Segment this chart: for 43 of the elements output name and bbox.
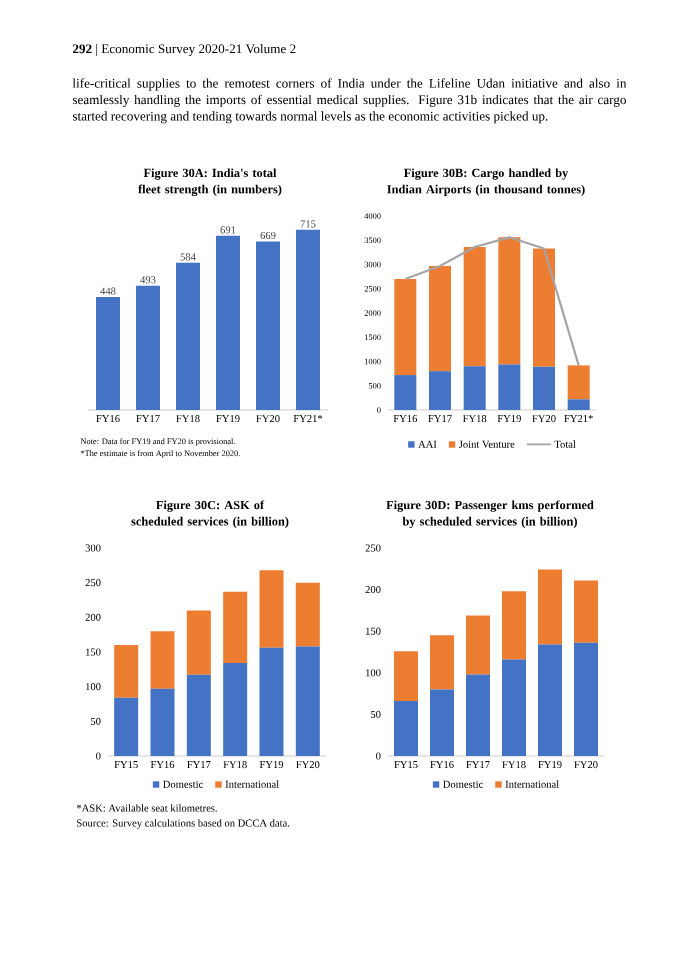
line-series: [404, 236, 580, 367]
bar: [259, 570, 284, 648]
bar: [96, 297, 120, 410]
bar: [394, 279, 417, 376]
bar: [256, 241, 280, 410]
bar: [223, 663, 248, 756]
bar: [150, 631, 175, 689]
bar: [430, 689, 454, 756]
bar: [186, 674, 211, 756]
bar: [394, 701, 419, 756]
bar: [223, 591, 248, 664]
bar: [538, 569, 562, 645]
bar: [259, 647, 284, 756]
bar: [567, 399, 590, 410]
bar: [466, 615, 490, 675]
bar: [150, 688, 175, 756]
bar: [114, 697, 139, 756]
bar: [533, 248, 555, 367]
bar: [186, 610, 211, 675]
bar: [466, 674, 490, 756]
bar: [176, 262, 200, 410]
bar: [574, 580, 598, 643]
bar: [498, 237, 521, 365]
bar: [538, 644, 562, 756]
bar: [295, 646, 320, 756]
bar: [394, 651, 419, 702]
bar: [394, 375, 417, 410]
bar: [296, 229, 320, 410]
bar: [430, 635, 454, 690]
bar: [574, 642, 598, 756]
bar: [502, 659, 526, 756]
bar: [463, 366, 486, 410]
bar: [498, 364, 521, 410]
bar: [295, 582, 320, 647]
bar: [216, 235, 240, 410]
bar: [533, 366, 555, 410]
bar: [429, 265, 452, 372]
bar: [136, 285, 160, 410]
bar: [429, 371, 452, 410]
bar: [502, 591, 526, 660]
bar: [463, 247, 486, 367]
bar: [114, 645, 139, 698]
bar: [567, 365, 590, 400]
